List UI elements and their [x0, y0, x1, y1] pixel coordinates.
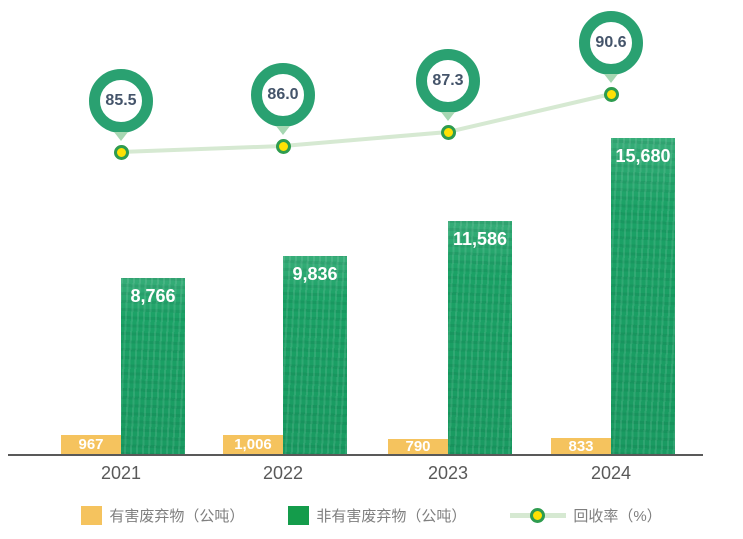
recovery-rate-dot-marker: [530, 507, 546, 523]
legend-label-recovery-rate: 回收率（%）: [573, 507, 662, 525]
bar-hazardous-2023: 790: [388, 438, 448, 456]
nonhazardous-waste-swatch: [288, 505, 310, 525]
legend-label-hazardous-waste: 有害废弃物（公吨）: [109, 507, 245, 525]
bar-value-nonhazardous-2023: 11,586: [452, 229, 508, 249]
category-label-2024: 2024: [590, 463, 632, 483]
bar-hazardous-2024: 833: [551, 438, 611, 455]
recovery-rate-badge-2024: 90.6: [579, 11, 643, 75]
bar-nonhazardous-2024: 15,680: [611, 138, 675, 455]
x-axis-line: [8, 454, 703, 456]
badge-pointer-2021: [114, 132, 128, 141]
legend-item-nonhazardous-waste: 非有害废弃物（公吨）: [288, 505, 466, 526]
recovery-rate-line-marker: [510, 507, 567, 523]
legend-item-hazardous-waste: 有害废弃物（公吨）: [81, 505, 244, 526]
recovery-rate-point-2022: [275, 138, 291, 154]
bar-value-nonhazardous-2021: 8,766: [130, 286, 176, 306]
bar-hazardous-2022: 1,006: [223, 435, 283, 455]
bar-nonhazardous-2023: 11,586: [448, 221, 512, 455]
hazardous-waste-swatch: [81, 505, 103, 525]
recovery-rate-badge-2021: 85.5: [89, 69, 153, 133]
category-label-2023: 2023: [427, 463, 469, 483]
bar-value-hazardous-2021: 967: [78, 436, 104, 454]
bar-value-nonhazardous-2022: 9,836: [292, 264, 338, 284]
bar-value-hazardous-2023: 790: [405, 438, 431, 456]
bar-value-hazardous-2022: 1,006: [234, 436, 272, 454]
category-label-2022: 2022: [262, 463, 304, 483]
bar-nonhazardous-2021: 8,766: [121, 278, 185, 455]
bar-nonhazardous-2022: 9,836: [283, 256, 347, 455]
recovery-rate-badge-2023: 87.3: [416, 49, 480, 113]
badge-pointer-2023: [441, 112, 455, 121]
badge-pointer-2024: [604, 74, 618, 83]
recovery-rate-point-2021: [113, 144, 129, 160]
bar-hazardous-2021: 967: [61, 435, 121, 455]
chart-legend: 有害废弃物（公吨） 非有害废弃物（公吨） 回收率（%）: [0, 499, 743, 531]
recovery-rate-badge-2022: 86.0: [251, 63, 315, 127]
legend-item-recovery-rate: 回收率（%）: [510, 505, 662, 526]
bar-value-hazardous-2024: 833: [568, 437, 594, 455]
badge-pointer-2022: [276, 126, 290, 135]
recovery-rate-point-2023: [440, 124, 456, 140]
legend-label-nonhazardous-waste: 非有害废弃物（公吨）: [316, 507, 467, 525]
category-label-2021: 2021: [100, 463, 142, 483]
recovery-rate-point-2024: [603, 86, 619, 102]
bar-value-nonhazardous-2024: 15,680: [615, 146, 671, 166]
